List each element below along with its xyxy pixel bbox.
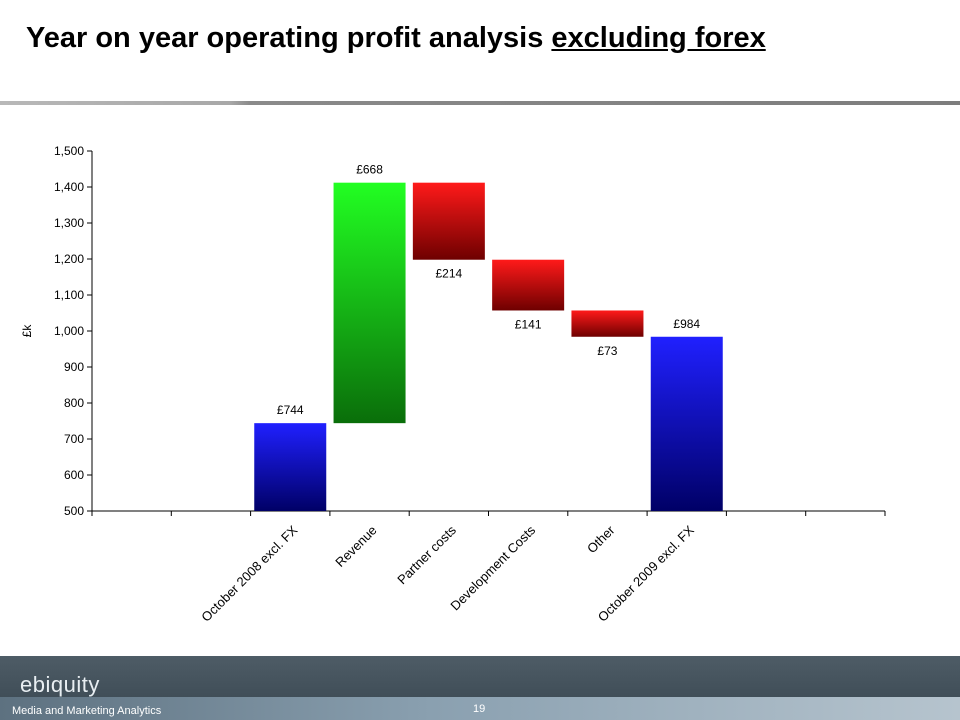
data-label: £668 [356,163,383,177]
y-tick-label: 700 [64,432,84,446]
bar-development-costs [492,259,565,311]
footer-tagline: Media and Marketing Analytics [12,705,162,717]
bar-october-2008-excl-fx [254,423,327,511]
bar-partner-costs [412,182,485,260]
bar-other [571,310,644,337]
y-tick-label: 800 [64,396,84,410]
x-category-label: Revenue [332,523,379,570]
data-label: £73 [597,344,617,358]
data-label: £984 [673,317,700,331]
x-category-label: October 2008 excl. FX [198,522,300,624]
y-tick-label: 900 [64,360,84,374]
bar-october-2009-excl-fx [650,336,723,511]
y-axis-title: £k [20,324,34,338]
x-category-label: Development Costs [447,522,538,613]
y-tick-label: 500 [64,504,84,518]
data-label: £744 [277,403,304,417]
y-tick-label: 1,200 [54,252,84,266]
page-title: Year on year operating profit analysis e… [26,22,766,55]
page-number: 19 [473,703,486,715]
data-label: £141 [515,317,542,331]
data-label: £214 [435,267,462,281]
ebiquity-logo: ebiquity [20,672,100,697]
title-emphasis-text: excluding forex [551,22,766,54]
title-divider [0,101,960,105]
y-tick-label: 1,400 [54,180,84,194]
y-tick-label: 1,000 [54,324,84,338]
y-tick-label: 1,500 [54,144,84,158]
y-tick-label: 600 [64,468,84,482]
x-category-label: Partner costs [394,522,459,587]
waterfall-chart: 500 600 700 800 900 1,000 1,100 1,200 1,300 1,400… [20,144,886,625]
y-tick-label: 1,100 [54,288,84,302]
x-category-label: Other [584,522,618,556]
title-main-text: Year on year operating profit analysis [26,22,552,54]
footer-band [0,697,960,720]
y-tick-label: 1,300 [54,216,84,230]
bar-revenue [333,182,406,424]
